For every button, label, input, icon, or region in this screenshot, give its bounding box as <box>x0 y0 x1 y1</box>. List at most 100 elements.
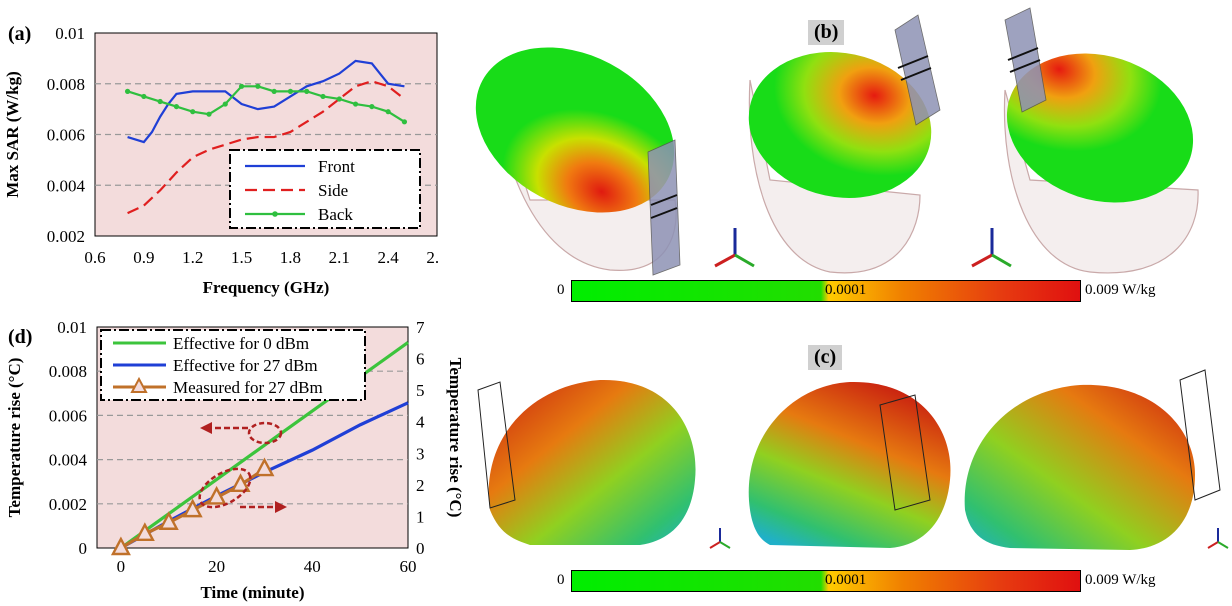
data-point-back <box>190 109 196 115</box>
y-right-tick-label: 4 <box>416 413 425 432</box>
data-point-measured <box>134 522 155 541</box>
x-tick-label: 1.2 <box>182 248 203 267</box>
colorbar-b: 0 0.0001 0.009 W/kg <box>557 280 1197 302</box>
colorbar-min-label: 0 <box>557 572 565 588</box>
series-line-front <box>127 59 405 144</box>
legend-label: Measured for 27 dBm <box>173 378 323 397</box>
y-right-tick-label: 0 <box>416 539 425 558</box>
temperature-head-renders <box>477 369 1229 550</box>
y-right-tick-label: 2 <box>416 476 425 495</box>
x-tick-label: 40 <box>304 557 321 576</box>
data-point-back <box>124 88 131 94</box>
phone-block-side <box>894 14 941 126</box>
phone-block-back <box>1004 7 1047 113</box>
y-tick-label: 0.006 <box>49 406 87 425</box>
data-point-measured <box>230 473 251 493</box>
data-point-measured <box>206 485 227 505</box>
y-tick-label: 0.01 <box>55 24 85 43</box>
colorbar-gradient <box>571 570 1081 592</box>
colorbar-max-label: 0.009 W/kg <box>1085 572 1156 588</box>
data-point-back <box>369 103 375 110</box>
y-tick-label: 0 <box>79 539 88 558</box>
thermal-head-front <box>477 379 696 545</box>
panel-label-d: (d) <box>8 326 32 348</box>
legend-label: Front <box>318 157 355 176</box>
data-point-back <box>238 83 245 89</box>
y-right-tick-label: 5 <box>416 381 425 400</box>
panel-label-b: (b) <box>808 20 845 45</box>
x-tick-label: 60 <box>400 557 417 576</box>
chart-temperature-rise: 0 0.002 0.004 0.006 0.008 0.01 0 1 2 3 4 5 6 7 0 20 40 60… <box>5 318 465 602</box>
data-point-measured <box>158 511 179 530</box>
chart-max-sar: 0.002 0.004 0.006 0.008 0.01 0.6 0.9 1.2 1.5 1.8 2… <box>3 23 440 297</box>
annotation-ellipse <box>247 421 283 445</box>
y-tick-label: 0.008 <box>49 362 87 381</box>
data-point-back <box>173 103 180 110</box>
arrow-head-icon <box>200 422 212 434</box>
thermal-head-side <box>709 381 951 549</box>
sar-head-renders <box>475 7 1199 276</box>
x-tick-label: 0.9 <box>133 248 154 267</box>
legend-marker <box>272 211 278 217</box>
data-point-measured <box>182 498 203 518</box>
data-point-measured <box>110 536 131 556</box>
axis-triad-icon-2 <box>971 228 1012 268</box>
phone-block-front <box>647 139 681 276</box>
y-tick-label: 0.002 <box>49 495 87 514</box>
colorbar-mid-label: 0.0001 <box>825 282 867 298</box>
y-tick-label: 0.006 <box>47 126 85 145</box>
legend-label: Effective for 27 dBm <box>173 356 318 375</box>
x-tick-label: 2.7 <box>426 248 440 267</box>
x-tick-label: 2.4 <box>378 248 400 267</box>
y-tick-label: 0.002 <box>47 227 85 246</box>
panel-label-a: (a) <box>8 23 31 45</box>
colorbar-c: 0 0.0001 0.009 W/kg <box>557 570 1197 592</box>
y-tick-label: 0.008 <box>47 75 85 94</box>
legend-label: Effective for 0 dBm <box>173 334 309 353</box>
head-render-side <box>714 14 941 274</box>
data-point-back <box>255 83 261 89</box>
data-point-back <box>206 111 212 117</box>
x-tick-label: 0.6 <box>84 248 105 267</box>
y-right-tick-label: 6 <box>416 350 425 369</box>
legend-marker <box>130 376 148 393</box>
head-render-front <box>475 47 681 276</box>
data-point-back <box>304 88 310 94</box>
axis-triad-icon-1 <box>714 228 755 268</box>
colorbar-max-label: 0.009 W/kg <box>1085 282 1156 298</box>
data-point-measured <box>254 457 275 477</box>
y-tick-label: 0.004 <box>47 176 86 195</box>
x-tick-label: 1.5 <box>231 248 252 267</box>
colorbar-min-label: 0 <box>557 282 565 298</box>
arrow-head-icon <box>275 501 287 513</box>
y-tick-label: 0.01 <box>57 318 87 337</box>
data-point-back <box>271 88 277 94</box>
data-point-back <box>141 93 147 100</box>
data-point-back <box>287 88 294 94</box>
y-tick-label: 0.004 <box>49 451 88 470</box>
data-point-back <box>401 119 408 125</box>
x-tick-label: 1.8 <box>280 248 301 267</box>
x-tick-label: 0 <box>117 557 126 576</box>
y-right-tick-label: 1 <box>416 507 425 526</box>
x-tick-label: 2.1 <box>329 248 350 267</box>
data-point-back <box>352 101 359 107</box>
data-point-back <box>320 93 326 100</box>
panel-label-c: (c) <box>808 345 843 370</box>
y-right-tick-label: 3 <box>416 444 425 463</box>
data-point-back <box>222 101 228 107</box>
x-axis-label: Time (minute) <box>200 583 304 602</box>
data-point-back <box>385 109 391 115</box>
colorbar-mid-label: 0.0001 <box>825 572 867 588</box>
y-axis-label-right: Temperature rise (°C) <box>446 358 465 518</box>
x-tick-label: 20 <box>208 557 225 576</box>
head-render-back <box>971 7 1199 274</box>
series-line-back <box>127 85 406 123</box>
annotation-ellipse <box>198 467 252 509</box>
data-point-back <box>336 96 342 102</box>
y-right-tick-label: 7 <box>416 318 425 337</box>
colorbar-gradient <box>571 280 1081 302</box>
data-point-back <box>157 98 163 105</box>
legend-label: Back <box>318 205 353 224</box>
x-axis-label: Frequency (GHz) <box>203 278 330 297</box>
